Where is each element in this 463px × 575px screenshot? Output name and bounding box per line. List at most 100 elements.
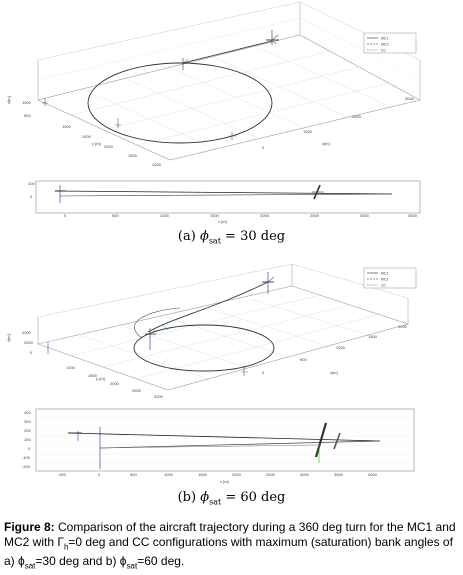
side-xtick-b-4: 1500 [198,472,208,477]
subcaption-a-var: ϕ [199,229,209,244]
side-axes-b [35,408,415,472]
side-ytick-b-3: 100 [24,437,31,442]
trajectory-path-a [182,40,273,64]
subcaption-b-value: = 60 deg [225,490,286,505]
side-xtick-a-4: 2000 [260,213,270,218]
side-aircraft-a [55,184,324,203]
iso-ylabel-a: y [m] [92,141,101,146]
figure-caption-text-4: =60 deg. [137,554,185,569]
side-trajectory-b3 [99,444,319,449]
trajectory-loop-b [134,307,181,339]
panel-b-3d-plot: 4000 2000 0 1000 1500 2000 2500 3000 200… [0,262,463,400]
iso-rtick-a-3: 0 [262,145,265,150]
aircraft-mid-a [178,58,189,70]
side-xtick-b-0: -500 [58,472,67,477]
iso-rtick-b-2: 1000 [336,345,346,350]
side-xtick-a-2: 1000 [160,213,170,218]
subcaption-a-value: = 30 deg [225,229,286,244]
iso-ytick-a-1: 500 [24,113,31,118]
aircraft-start-b [262,272,275,294]
aircraft-start-a [266,30,279,45]
side-ytick-b-6: -200 [22,464,31,469]
subcaption-b-var: ϕ [200,490,210,505]
side-ytick-a-1: 0 [30,194,33,199]
side-xtick-b-3: 1000 [164,472,174,477]
side-xtick-a-0: 0 [64,213,67,218]
iso-xtick-b-4: 3000 [154,394,164,399]
legend-b-mc2: MC2 [381,278,388,282]
side-xtick-b-6: 2500 [266,472,276,477]
subcaption-b-sub: sat [209,497,222,507]
figure-caption-sub-sat-1: sat [24,561,36,571]
trajectory-path-b [147,281,269,333]
side-xtick-a-1: 500 [112,213,119,218]
side-xtick-a-6: 3000 [360,213,370,218]
figure-caption: Figure 8: Comparison of the aircraft tra… [4,520,459,574]
figure-caption-text-2: =0 deg and CC configurations with maximu… [4,534,453,569]
iso-xtick-a-4: 1000 [152,162,162,167]
side-xtick-b-5: 2000 [232,472,242,477]
figure-caption-text-1: Comparison of the aircraft trajectory du… [4,520,456,549]
side-aircraft-b [68,422,341,469]
iso-xtick-a-1: 1500 [82,134,92,139]
aircraft-markers-b [47,323,248,376]
side-ytick-b-4: 0 [28,446,31,451]
panel-a-side-svg: 100 0 0 500 1000 1500 2000 2500 3000 350… [28,180,421,224]
iso-xtick-a-3: 1500 [128,153,138,158]
legend-b-cc: CC [381,284,387,288]
panel-a-3d-svg: 1000 500 1000 1500 2000 1500 1000 3000 2… [6,1,421,167]
legend-a-mc2: MC2 [381,43,388,47]
subcaption-b: (b) ϕsat = 60 deg [0,490,463,507]
figure-caption-sub-h: h [63,541,69,551]
iso-ylabel-b: y [m] [96,376,105,381]
side-ytick-b-5: -100 [22,455,31,460]
side-axes-a [35,180,421,214]
side-trajectory-b2 [99,440,381,449]
iso-ytick-b-1: 2000 [24,340,34,345]
iso-xtick-a-0: 1000 [62,124,72,129]
subcaption-a: (a) ϕsat = 30 deg [0,229,463,246]
figure-caption-text-3: =30 deg and b) ϕ [35,554,127,569]
iso-ytick-a-0: 1000 [22,100,32,105]
side-xtick-b-1: 0 [98,472,101,477]
aircraft-markers-a [42,98,236,140]
iso-xtick-b-3: 2500 [132,388,142,393]
side-ytick-a-0: 100 [28,181,35,186]
iso-xlabel-b: x[m] [330,370,338,375]
panel-a-3d-plot: 1000 500 1000 1500 2000 1500 1000 3000 2… [0,0,463,175]
subcaption-b-label: (b) [177,490,197,505]
trajectory-circle-b [133,324,275,372]
iso-rtick-b-3: 500 [300,357,307,362]
side-ytick-b-0: 400 [24,410,31,415]
side-xtick-b-2: 500 [130,472,137,477]
legend-a-cc: CC [381,49,387,53]
figure-caption-label: Figure 8: [4,520,55,534]
iso-xtick-b-1: 1500 [88,373,98,378]
iso-zlabel-a: z[m] [6,96,11,104]
iso-rtick-b-0: 2000 [398,324,408,329]
subcaption-a-sub: sat [208,236,221,246]
figure-caption-sub-sat-2: sat [126,561,138,571]
iso-rtick-a-1: 2000 [352,114,362,119]
panel-a-side-plot: 100 0 0 500 1000 1500 2000 2500 3000 350… [0,177,463,225]
side-xtick-a-5: 2500 [310,213,320,218]
iso-rtick-a-2: 1000 [303,129,313,134]
iso-rtick-b-1: 1500 [368,334,378,339]
panel-b-side-svg: 400 300 200 100 0 -100 -200 -500 0 500 1… [22,408,415,484]
panel-b-3d-svg: 4000 2000 0 1000 1500 2000 2500 3000 200… [6,263,417,399]
side-xtick-a-3: 1500 [210,213,220,218]
side-xtick-a-7: 3500 [408,213,418,218]
iso-zlabel-b: z[m] [6,334,11,342]
side-xtick-b-7: 3000 [300,472,310,477]
legend-a-mc1: MC1 [381,37,388,41]
side-xtick-b-9: 4000 [368,472,378,477]
subcaption-a-label: (a) [177,229,196,244]
legend-a: MC1 MC2 CC [363,32,417,54]
side-xtick-b-8: 3500 [334,472,344,477]
iso-rtick-a-0: 3000 [405,96,415,101]
grid-lines-a [37,17,421,150]
iso-xtick-a-2: 2000 [104,144,114,149]
iso-xtick-b-0: 1000 [66,365,76,370]
side-xlabel-a: x [m] [218,219,227,224]
side-ytick-b-1: 300 [24,419,31,424]
